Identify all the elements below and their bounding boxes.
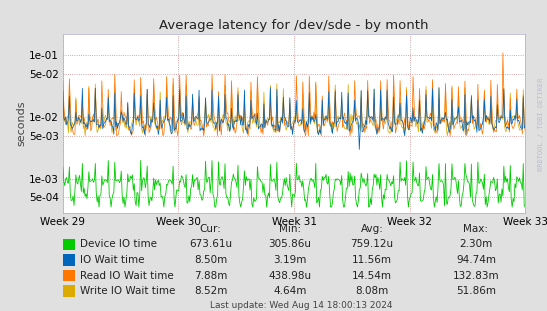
Text: 2.30m: 2.30m xyxy=(459,239,492,249)
Text: 7.88m: 7.88m xyxy=(194,271,228,281)
Text: 673.61u: 673.61u xyxy=(189,239,232,249)
Text: Read IO Wait time: Read IO Wait time xyxy=(80,271,174,281)
Text: 94.74m: 94.74m xyxy=(456,255,496,265)
Title: Average latency for /dev/sde - by month: Average latency for /dev/sde - by month xyxy=(159,19,429,32)
Text: 305.86u: 305.86u xyxy=(269,239,311,249)
Text: 51.86m: 51.86m xyxy=(456,286,496,296)
Text: 132.83m: 132.83m xyxy=(452,271,499,281)
Text: IO Wait time: IO Wait time xyxy=(80,255,145,265)
Text: Write IO Wait time: Write IO Wait time xyxy=(80,286,176,296)
Text: Last update: Wed Aug 14 18:00:13 2024: Last update: Wed Aug 14 18:00:13 2024 xyxy=(210,301,392,310)
Y-axis label: seconds: seconds xyxy=(16,101,26,146)
Text: 8.50m: 8.50m xyxy=(194,255,227,265)
Text: Cur:: Cur: xyxy=(200,224,222,234)
Text: RRDTOOL / TOBI OETIKER: RRDTOOL / TOBI OETIKER xyxy=(538,78,544,171)
Text: 8.52m: 8.52m xyxy=(194,286,228,296)
Text: 3.19m: 3.19m xyxy=(273,255,307,265)
Text: Min:: Min: xyxy=(279,224,301,234)
Text: Avg:: Avg: xyxy=(360,224,383,234)
Text: 8.08m: 8.08m xyxy=(356,286,388,296)
Text: Device IO time: Device IO time xyxy=(80,239,158,249)
Text: 14.54m: 14.54m xyxy=(352,271,392,281)
Text: 759.12u: 759.12u xyxy=(351,239,393,249)
Text: Max:: Max: xyxy=(463,224,488,234)
Text: 4.64m: 4.64m xyxy=(273,286,307,296)
Text: 11.56m: 11.56m xyxy=(352,255,392,265)
Text: 438.98u: 438.98u xyxy=(269,271,311,281)
